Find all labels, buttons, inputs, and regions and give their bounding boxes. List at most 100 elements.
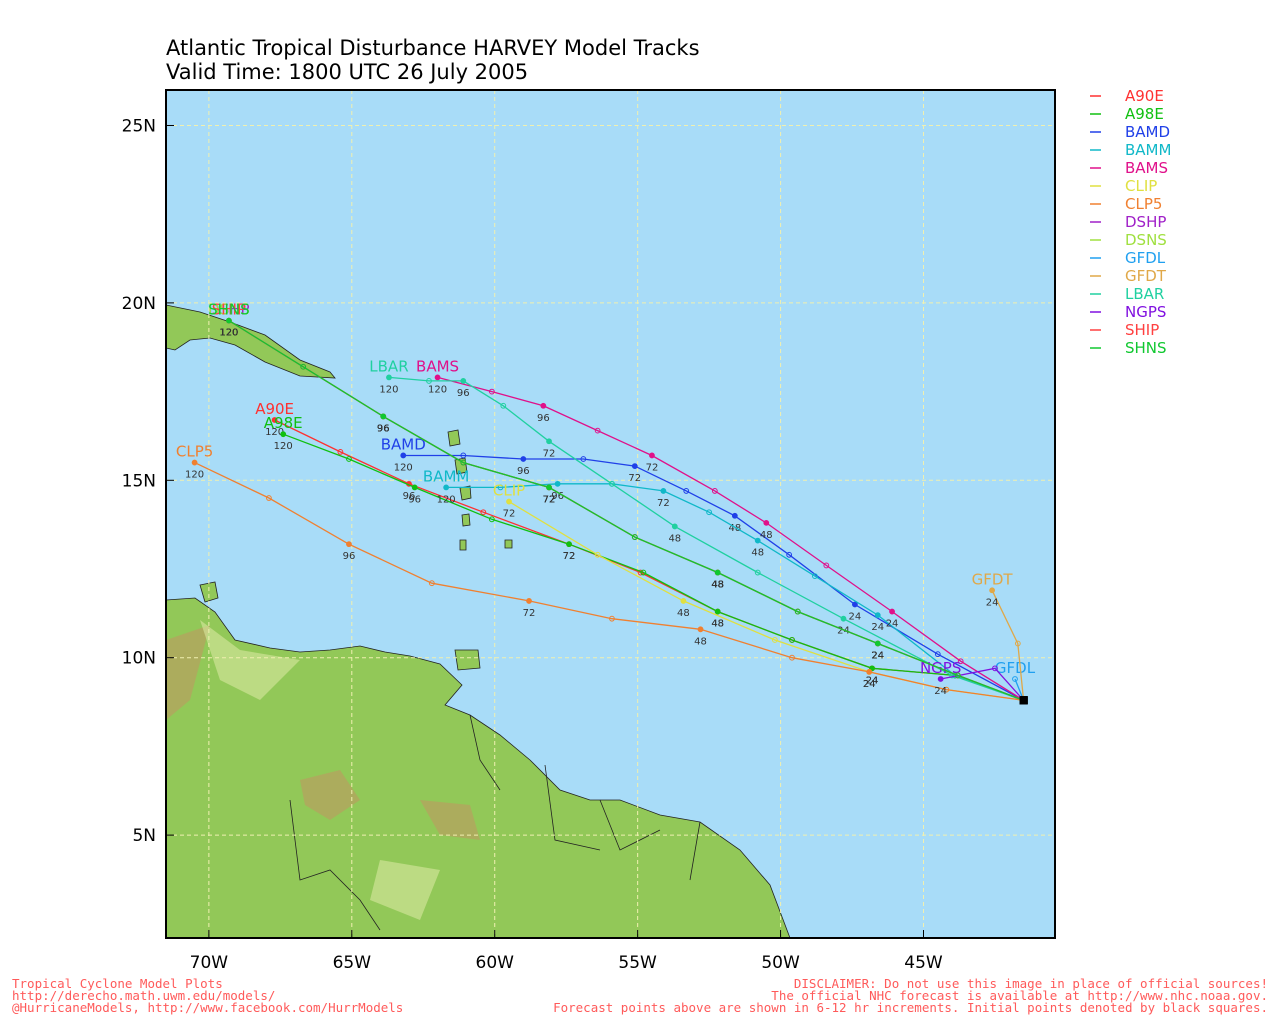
hour-label: 24 bbox=[871, 651, 884, 662]
title-line: Valid Time: 1800 UTC 26 July 2005 bbox=[166, 60, 528, 84]
footer-right: DISCLAIMER: Do not use this image in pla… bbox=[794, 976, 1268, 991]
legend-label: GFDL bbox=[1125, 249, 1166, 267]
forecast-point bbox=[823, 562, 830, 569]
hour-label: 96 bbox=[377, 423, 390, 434]
legend-label: NGPS bbox=[1125, 303, 1166, 321]
forecast-point bbox=[874, 612, 881, 619]
forecast-point bbox=[754, 569, 761, 576]
axis-ticks: 70W 65W 60W 55W 50W 45W 5N 10N 15N 20N 25N bbox=[122, 116, 943, 973]
highlands bbox=[166, 625, 480, 840]
forecast-point bbox=[546, 484, 552, 491]
island bbox=[454, 649, 481, 671]
forecast-point bbox=[266, 495, 272, 501]
footer-left: @HurricaneModels, http://www.facebook.co… bbox=[12, 1000, 403, 1015]
forecast-point bbox=[649, 452, 655, 459]
legend-label: SHIP bbox=[1125, 321, 1159, 339]
hour-label: 48 bbox=[728, 523, 741, 534]
forecast-point bbox=[934, 651, 941, 658]
legend-label: CLIP bbox=[1125, 177, 1157, 195]
track-name: A98E bbox=[264, 414, 303, 432]
hour-label: 96 bbox=[377, 423, 390, 434]
forecast-point bbox=[191, 459, 198, 466]
forecast-point bbox=[937, 676, 944, 682]
hour-label: 48 bbox=[711, 580, 724, 591]
legend-label: A90E bbox=[1125, 87, 1164, 105]
forecast-point bbox=[411, 484, 418, 491]
legend-label: DSNS bbox=[1125, 231, 1167, 249]
hour-label: 48 bbox=[760, 530, 773, 541]
hour-label: 72 bbox=[503, 509, 516, 520]
track-name: SHNS bbox=[208, 301, 250, 319]
track-line bbox=[388, 376, 1024, 701]
legend-label: CLP5 bbox=[1125, 195, 1162, 213]
forecast-point bbox=[346, 456, 352, 462]
forecast-point bbox=[428, 580, 435, 587]
track-line bbox=[403, 454, 1024, 701]
hour-label: 24 bbox=[886, 619, 899, 630]
forecast-point bbox=[1012, 676, 1018, 682]
hour-label: 72 bbox=[646, 462, 659, 473]
hour-label: 48 bbox=[711, 580, 724, 591]
forecast-point bbox=[789, 637, 795, 643]
footer-left: Tropical Cyclone Model Plots bbox=[12, 976, 223, 991]
forecast-point bbox=[754, 537, 761, 544]
hour-label: 120 bbox=[185, 470, 204, 481]
forecast-point bbox=[789, 654, 795, 661]
borders bbox=[289, 714, 701, 931]
tracks: 24487296120A90E24487296120A98E2448729612… bbox=[176, 301, 1036, 705]
hour-label: 120 bbox=[219, 328, 238, 339]
y-tick-label: 25N bbox=[122, 116, 156, 136]
hour-label: 120 bbox=[219, 328, 238, 339]
hour-label: 120 bbox=[274, 441, 293, 452]
hour-label: 96 bbox=[457, 388, 470, 399]
forecast-point bbox=[594, 427, 601, 434]
x-tick-label: 70W bbox=[190, 953, 229, 973]
track-line bbox=[194, 462, 1024, 701]
legend-label: A98E bbox=[1125, 105, 1164, 123]
forecast-point bbox=[609, 615, 615, 622]
hour-label: 24 bbox=[866, 675, 879, 686]
legend-label: GFDT bbox=[1125, 267, 1167, 285]
forecast-point bbox=[580, 456, 587, 462]
forecast-point bbox=[546, 438, 552, 445]
hour-label: 24 bbox=[837, 626, 850, 637]
forecast-point bbox=[280, 431, 287, 438]
forecast-point bbox=[460, 378, 467, 384]
legend-label: BAMM bbox=[1125, 141, 1171, 159]
footer-right: Forecast points above are shown in 6-12 … bbox=[553, 1000, 1268, 1015]
hour-label: 72 bbox=[657, 498, 670, 509]
hour-label: 72 bbox=[523, 608, 536, 619]
hour-label: 72 bbox=[543, 494, 556, 505]
forecast-point bbox=[497, 484, 504, 491]
track-line bbox=[282, 433, 1024, 701]
hour-label: 96 bbox=[377, 423, 390, 434]
grid bbox=[166, 90, 1055, 938]
track-name: CLIP bbox=[493, 482, 525, 500]
hour-label: 96 bbox=[517, 466, 530, 477]
forecast-point bbox=[400, 452, 407, 459]
forecast-point bbox=[771, 637, 778, 643]
forecast-point bbox=[671, 523, 678, 530]
track-name: SHIP bbox=[212, 301, 246, 319]
hour-label: 48 bbox=[668, 533, 681, 544]
hour-label: 96 bbox=[403, 491, 416, 502]
forecast-point bbox=[526, 598, 532, 604]
legend-label: LBAR bbox=[1125, 285, 1164, 303]
hour-label: 48 bbox=[711, 619, 724, 630]
forecast-point bbox=[460, 452, 467, 459]
forecast-point bbox=[989, 587, 996, 594]
hour-label: 24 bbox=[871, 651, 884, 662]
hour-label: 72 bbox=[543, 494, 556, 505]
map-frame bbox=[165, 89, 1056, 939]
forecast-point bbox=[943, 686, 950, 693]
hour-label: 72 bbox=[543, 494, 556, 505]
forecast-point bbox=[500, 402, 507, 409]
title-line: Atlantic Tropical Disturbance HARVEY Mod… bbox=[166, 36, 700, 60]
y-tick-label: 10N bbox=[122, 649, 156, 669]
forecast-point bbox=[640, 569, 647, 576]
forecast-point bbox=[992, 665, 998, 672]
forecast-point bbox=[566, 541, 572, 548]
hour-label: 96 bbox=[408, 494, 421, 505]
legend-label: DSHP bbox=[1125, 213, 1166, 231]
